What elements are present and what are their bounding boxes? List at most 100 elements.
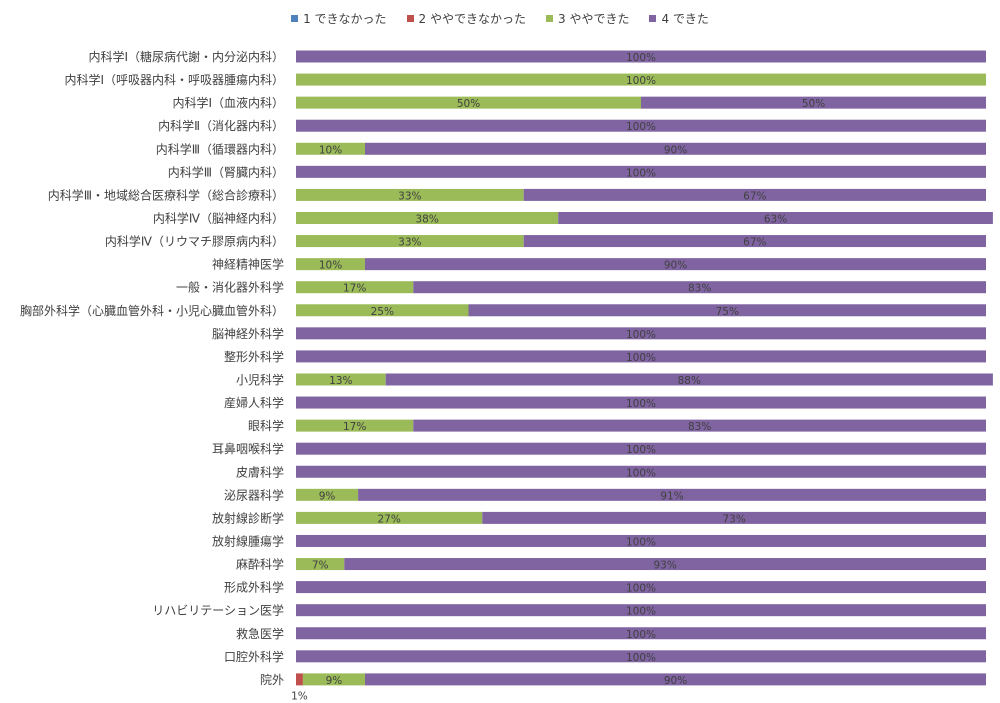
data-label: 100% [626, 75, 656, 87]
data-label: 90% [664, 675, 687, 687]
category-label: 内科学Ⅳ（リウマチ膠原病内科） [105, 234, 284, 249]
legend-item-3: 3 ややできた [546, 8, 629, 28]
category-label: 放射線腫瘍学 [212, 533, 284, 548]
bar-segment [302, 673, 365, 686]
category-label: 泌尿器科学 [224, 487, 284, 502]
data-label: 100% [626, 606, 656, 618]
category-label: 院外 [260, 673, 284, 687]
data-label: 7% [312, 560, 329, 572]
category-label: 救急医学 [236, 626, 284, 641]
chart-legend: 1 できなかった 2 ややできなかった 3 ややできた 4 できた [0, 8, 1000, 28]
legend-swatch-1 [291, 14, 299, 22]
category-label: 皮膚科学 [236, 464, 284, 479]
category-label: 整形外科学 [224, 349, 284, 364]
bar-segment [296, 373, 386, 386]
data-label: 33% [398, 237, 421, 249]
category-label: 麻酔科学 [236, 557, 284, 572]
data-label: 100% [626, 329, 656, 341]
legend-item-2: 2 ややできなかった [406, 8, 526, 28]
data-label: 91% [660, 490, 683, 502]
legend-swatch-2 [406, 14, 414, 22]
bar-segment [296, 119, 986, 132]
bar-segment [296, 511, 483, 524]
legend-label-1: 1 できなかった [303, 11, 387, 26]
bar-segment [296, 73, 986, 86]
category-label: 内科学Ⅰ（糖尿病代謝・内分泌内科） [88, 49, 284, 64]
bar-segment [296, 142, 365, 155]
bar-segment [296, 442, 986, 455]
bar-segment [296, 304, 469, 317]
legend-label-4: 4 できた [661, 11, 709, 26]
data-label: 67% [743, 237, 766, 249]
data-label: 33% [398, 190, 421, 202]
bar-segment [523, 235, 986, 248]
bar-segment [365, 258, 986, 271]
bar-segment [641, 96, 986, 109]
data-label: 90% [664, 144, 687, 156]
category-label: 小児科学 [236, 372, 284, 387]
data-label: 17% [343, 283, 366, 295]
bar-segment [296, 465, 986, 478]
legend-swatch-3 [546, 14, 553, 22]
data-label: 100% [626, 467, 656, 479]
bar-segment [296, 165, 986, 178]
data-label: 27% [377, 513, 400, 525]
data-label: 63% [764, 213, 787, 225]
bar-segment [468, 304, 986, 317]
data-label: 75% [716, 306, 739, 318]
bar-segment [296, 581, 986, 594]
category-label: 放射線診断学 [212, 510, 284, 525]
bar-segment [358, 488, 987, 501]
data-label: 100% [626, 583, 656, 595]
data-label: 100% [626, 536, 656, 548]
category-label: 胸部外科学（心臓血管外科・小児心臓血管外科） [20, 303, 284, 318]
legend-label-3: 3 ややできた [558, 11, 630, 26]
bar-segment [296, 211, 559, 224]
category-label: リハビリテーション医学 [152, 603, 284, 618]
data-label: 17% [343, 421, 366, 433]
data-label: 67% [743, 190, 766, 202]
data-label: 10% [319, 144, 342, 156]
bar-segment [296, 350, 986, 363]
category-label: 内科学Ⅰ（血液内科） [172, 95, 284, 110]
bar-segment [296, 650, 986, 663]
bar-segment [296, 488, 359, 501]
bar-segment [296, 281, 414, 294]
category-label: 耳鼻咽喉科学 [212, 441, 284, 456]
category-label: 内科学Ⅲ（循環器内科） [156, 141, 284, 156]
bar-segment [344, 558, 986, 571]
bar-segment [365, 673, 986, 686]
legend-item-1: 1 できなかった [291, 8, 387, 28]
bar-segment [523, 188, 986, 201]
data-label: 38% [415, 213, 438, 225]
bar-segment [296, 327, 986, 340]
bar-segment [482, 511, 986, 524]
bar-segment [413, 281, 986, 294]
bar-segment [296, 96, 641, 109]
category-label: 眼科学 [248, 418, 284, 433]
data-label: 83% [688, 283, 711, 295]
data-label: 100% [626, 398, 656, 410]
bar-segment [365, 142, 986, 155]
data-label: 1% [291, 690, 308, 702]
data-label: 100% [626, 444, 656, 456]
bar-segment [296, 188, 524, 201]
bars [296, 50, 993, 686]
data-label: 83% [688, 421, 711, 433]
category-label: 形成外科学 [224, 580, 284, 595]
bar-segment [296, 235, 524, 248]
data-labels: 100% 100% 50% 50% 100% 10% 90% 100% 33% 67% 38% 63%… [291, 52, 825, 702]
data-label: 10% [319, 260, 342, 272]
data-label: 50% [457, 98, 480, 110]
bar-segment [296, 534, 986, 547]
bar-segment [296, 604, 986, 617]
category-label: 口腔外科学 [224, 649, 284, 664]
category-label: 脳神経外科学 [212, 326, 284, 341]
bar-segment [296, 50, 986, 63]
data-label: 90% [664, 260, 687, 272]
data-label: 100% [626, 352, 656, 364]
bar-segment [296, 627, 986, 640]
category-label: 一般・消化器外科学 [176, 280, 284, 295]
data-label: 100% [626, 652, 656, 664]
